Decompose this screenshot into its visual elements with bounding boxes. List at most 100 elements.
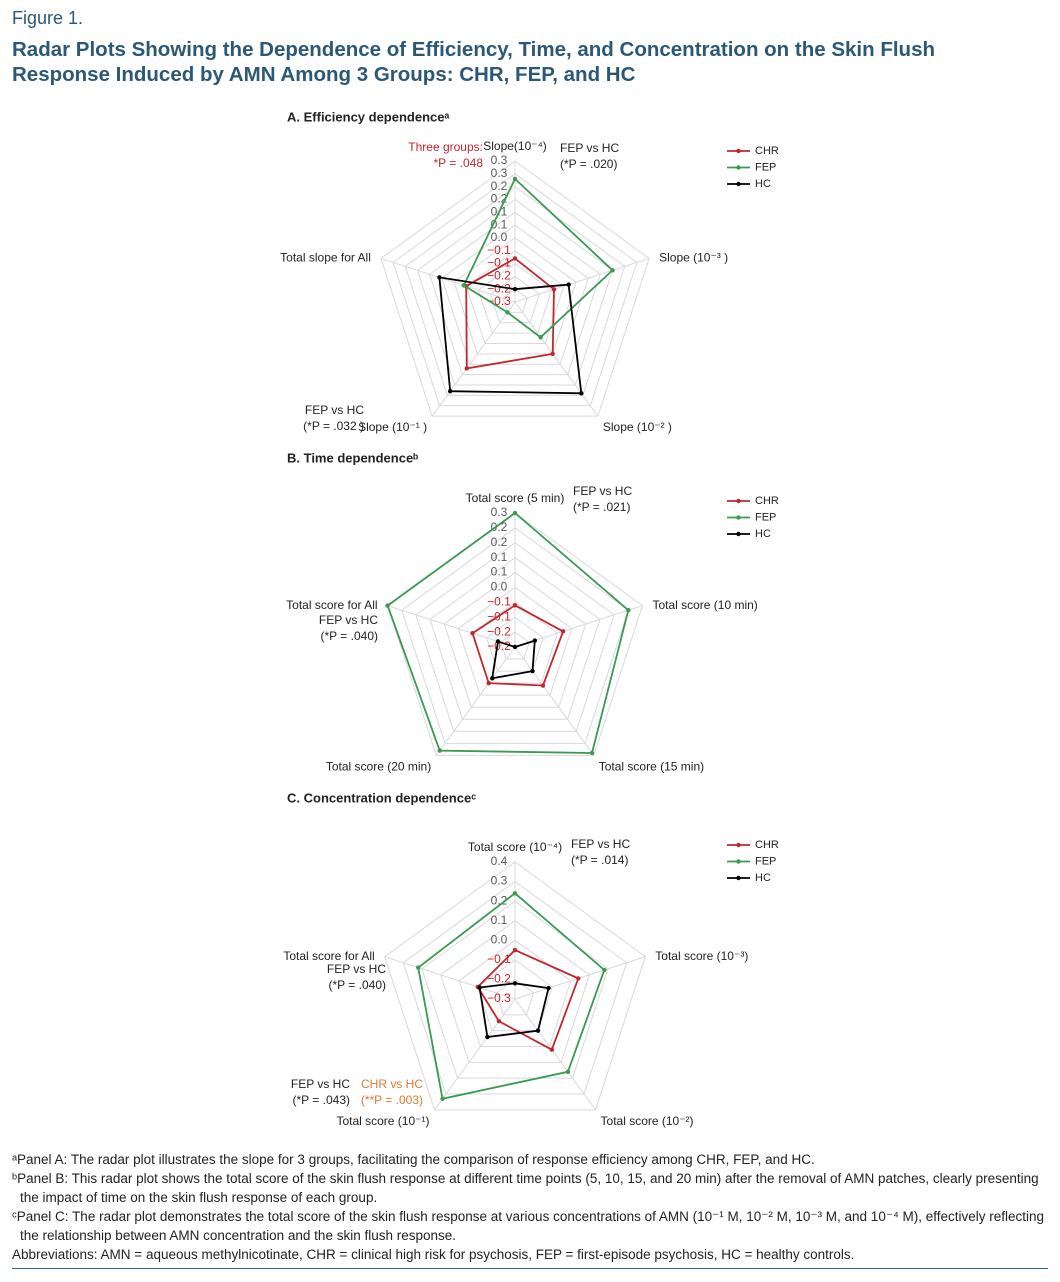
annotation: (*P = .040) [329,978,386,992]
legend-marker [736,875,741,881]
r-tick-label: −0.1 [487,595,511,609]
grid-ring [429,557,601,720]
series-point [560,629,566,634]
panel-title: C. Concentration dependenceᶜ [287,790,476,805]
series-point [437,275,442,280]
series-point [576,976,581,981]
r-tick-label: 0.3 [491,505,508,519]
legend-marker [736,498,741,504]
grid-ring [457,586,573,696]
annotation: (*P = .040) [321,629,378,643]
annotation: (*P = .014) [571,853,628,867]
series-point [495,639,501,644]
r-tick-label: 0.0 [491,580,508,594]
r-tick-label: −0.1 [487,243,511,257]
series-point [485,1034,490,1040]
series-point [496,1018,502,1024]
r-tick-label: 0.2 [491,535,508,549]
category-label: Total score (20 min) [326,760,431,774]
r-tick-label: 0.1 [491,565,508,579]
series-point [505,310,510,315]
category-label: Total score (10⁻³) [655,949,748,963]
r-tick-label: 0.2 [491,179,508,193]
charts: A. Efficiency dependenceᵃ0.30.30.20.20.1… [280,109,779,1128]
r-tick-label: 0.3 [491,153,508,167]
annotation: Three groups: [408,140,483,154]
r-tick-label: 0.3 [491,166,508,180]
legend-label: HC [755,528,771,540]
grid-ring [392,173,638,407]
category-label: Slope (10⁻¹ ) [358,420,427,434]
category-label: Total score for All [286,598,377,612]
legend-label: FEP [755,511,776,523]
grid-ring [415,542,615,732]
series-point [549,1047,555,1052]
grid-ring [495,978,535,1016]
grid-ring [453,237,577,355]
annotation: FEP vs HC [305,403,364,417]
footnote: ᵃPanel A: The radar plot illustrates the… [12,1152,815,1167]
r-tick-label: 0.1 [491,913,508,927]
series-point [512,644,518,650]
grid-ring [490,275,540,324]
series-line [478,982,550,1039]
spoke [514,257,650,303]
r-tick-label: −0.2 [487,972,511,986]
series-point [470,630,475,636]
spoke [514,646,595,756]
series-point [464,366,469,371]
series-point [512,891,518,896]
grid-ring [401,527,629,744]
series-point [512,947,518,953]
annotation: FEP vs HC [327,962,386,976]
r-tick-label: −0.3 [487,294,511,308]
grid-ring [443,571,587,708]
grid-ring [402,880,628,1095]
annotation: FEP vs HC [571,837,630,851]
series-point [512,286,518,292]
series-point [566,282,571,287]
category-label: Total score (10⁻²) [601,1114,694,1128]
series-point [512,256,518,261]
series-point [550,351,555,357]
series-point [461,283,466,288]
series-point [530,668,535,674]
legend-label: CHR [755,495,779,507]
series-point [448,388,453,394]
grid-ring [416,198,614,386]
series-line [438,276,583,395]
legend-marker [736,165,741,170]
annotation: *P = .048 [434,156,484,170]
grid-ring [404,186,626,396]
legend-marker [736,148,741,154]
series-point [540,683,546,688]
grid-ring [465,250,565,344]
spoke [514,301,599,417]
series-point [546,985,551,991]
legend-label: HC [755,872,771,884]
series-point [512,981,518,986]
legend-marker [736,859,741,864]
grid-ring [380,160,650,417]
footnote: ᶜPanel C: The radar plot demonstrates th… [12,1209,1045,1243]
bottom-rule [12,1268,1048,1269]
grid-ring [502,288,528,313]
legend-marker [736,531,741,537]
category-label: Total score (10 min) [652,598,757,612]
r-tick-label: 0.4 [491,854,508,868]
series-line [386,511,630,754]
category-label: Slope (10⁻² ) [603,420,672,434]
r-tick-label: −0.3 [487,991,511,1005]
annotation: (**P = .003) [361,1093,423,1107]
r-tick-label: 0.1 [491,550,508,564]
grid-ring [421,900,609,1079]
spoke [431,301,516,417]
legend-marker [736,515,741,520]
panel-title: A. Efficiency dependenceᵃ [287,109,449,124]
r-tick-label: −0.1 [487,256,511,270]
annotation: FEP vs HC [560,141,619,155]
r-tick-label: 0.2 [491,893,508,907]
annotation: FEP vs HC [573,484,632,498]
footnotes: ᵃPanel A: The radar plot illustrates the… [12,1150,1052,1264]
